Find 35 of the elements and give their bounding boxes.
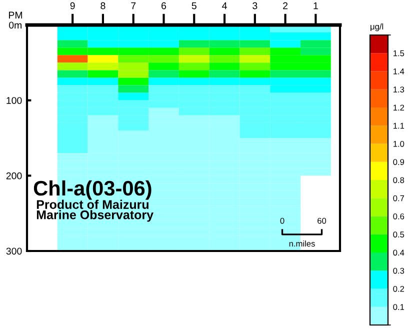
x-tick-label: 4 [222, 2, 227, 10]
annotation: 0 [280, 218, 284, 224]
annotation: n.miles [289, 240, 315, 247]
x-tick-label: 8 [100, 2, 106, 10]
y-tick-label: 200 [6, 172, 22, 180]
x-tick-label: 5 [192, 2, 196, 10]
color-bar-label: 0.5 [393, 232, 404, 238]
x-tick-label: 3 [252, 2, 258, 10]
x-tick-label: 9 [70, 2, 75, 10]
color-bar-label: 0.6 [393, 213, 404, 220]
color-bar-label: 0.9 [393, 159, 404, 165]
y-tick-label: 300 [6, 248, 22, 255]
color-bar-label: 0.3 [393, 268, 404, 274]
annotation: Product of Maizuru Marine Observatory [36, 200, 154, 222]
annotation: Chl-a(03-06) [34, 180, 152, 200]
color-bar-label: 1.2 [393, 104, 404, 111]
y-tick-label: 0m [9, 22, 22, 29]
color-bar-label: 1.3 [393, 86, 404, 92]
color-bar-label: 1.5 [393, 50, 404, 56]
color-bar-title: μg/l [370, 23, 384, 32]
color-bar-label: 1.0 [393, 140, 404, 147]
x-tick-label: 1 [314, 2, 318, 10]
annotation: 60 [318, 218, 326, 224]
color-bar-label: 1.4 [393, 68, 404, 74]
y-tick-label: 100 [6, 97, 22, 104]
color-bar-label: 0.4 [393, 250, 404, 256]
color-bar-label: 1.1 [393, 122, 404, 129]
color-bar-label: 0.1 [393, 304, 404, 310]
color-bar-label: 0.2 [393, 286, 404, 292]
color-bar-label: 0.8 [393, 177, 404, 184]
color-bar-label: 0.7 [393, 195, 404, 202]
x-tick-label: 6 [162, 2, 166, 10]
x-axis-title: PM [9, 12, 22, 18]
x-tick-label: 7 [131, 2, 136, 10]
x-tick-label: 2 [283, 2, 288, 10]
